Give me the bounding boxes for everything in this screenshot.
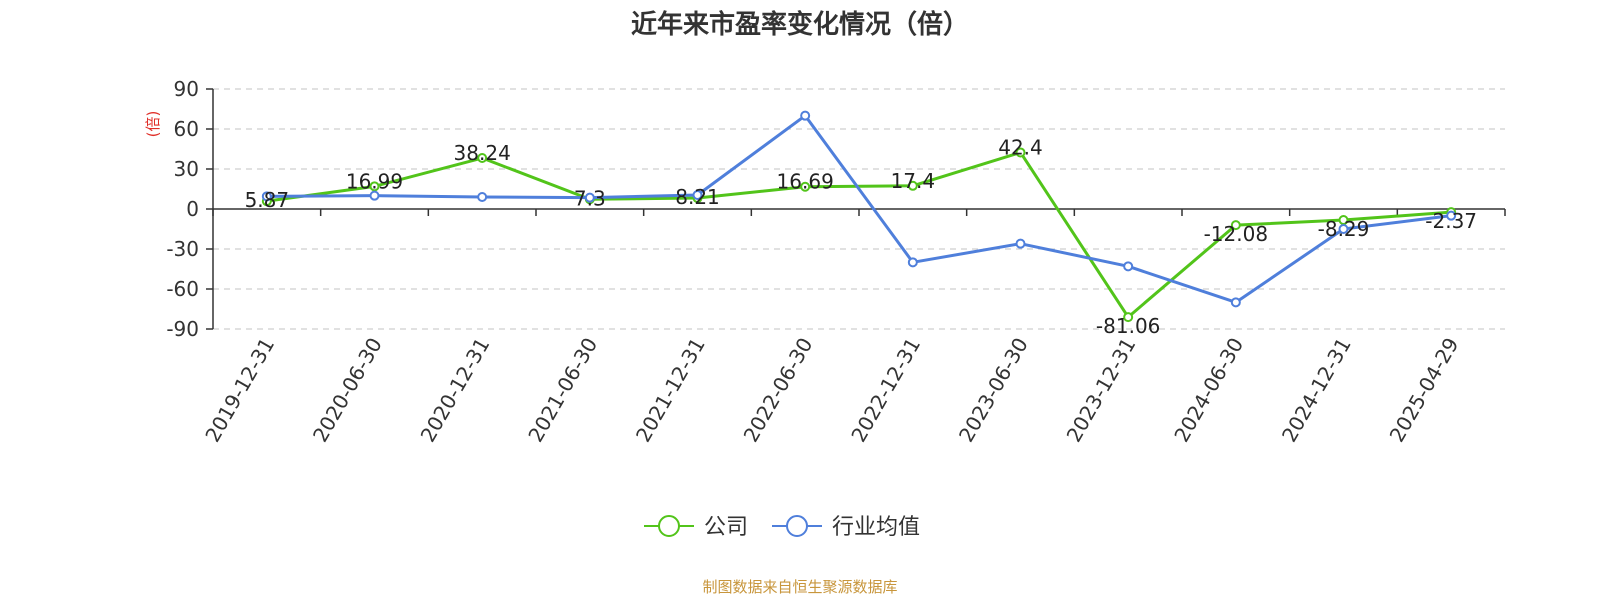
legend-swatch-marker[interactable]	[786, 515, 808, 537]
data-point[interactable]	[907, 257, 918, 268]
data-label: 42.4	[998, 135, 1043, 159]
y-tick-label: 0	[186, 197, 199, 221]
legend-label[interactable]: 公司	[704, 515, 748, 540]
data-point[interactable]	[1446, 210, 1457, 221]
series-line-1	[266, 114, 1452, 304]
x-tick-label: 2020-06-30	[308, 334, 387, 447]
data-label: -81.06	[1096, 314, 1160, 338]
x-tick-label: 2021-06-30	[523, 334, 602, 447]
x-tick-label: 2022-12-31	[846, 333, 925, 446]
data-point[interactable]	[369, 190, 380, 201]
data-point[interactable]	[1230, 297, 1241, 308]
data-label: -2.37	[1425, 209, 1477, 233]
data-point[interactable]	[369, 181, 380, 192]
y-tick-label: 90	[174, 77, 199, 101]
data-label: 17.4	[891, 169, 936, 193]
y-tick-label: 30	[174, 157, 199, 181]
data-label: -12.08	[1204, 222, 1268, 246]
data-label: 16.99	[346, 169, 403, 193]
x-tick-label: 2025-04-29	[1385, 334, 1464, 447]
data-label: 5.87	[245, 188, 290, 212]
data-point[interactable]	[800, 181, 811, 192]
x-tick-label: 2019-12-31	[200, 334, 279, 447]
series-line-0	[266, 150, 1452, 319]
data-point[interactable]	[1015, 238, 1026, 249]
data-label: 8.21	[675, 185, 720, 209]
data-point[interactable]	[800, 110, 811, 121]
x-tick-label: 2023-06-30	[954, 334, 1033, 447]
data-point[interactable]	[1230, 220, 1241, 231]
y-tick-label: -30	[166, 237, 199, 261]
data-point[interactable]	[477, 153, 488, 164]
x-tick-label: 2020-12-31	[416, 333, 495, 446]
legend-label[interactable]: 行业均值	[832, 515, 920, 540]
data-label: 38.24	[454, 141, 511, 165]
y-tick-label: 60	[174, 117, 199, 141]
chart-title: 近年来市盈率变化情况（倍）	[631, 9, 969, 40]
data-label: -8.29	[1318, 217, 1370, 241]
data-point[interactable]	[261, 191, 272, 202]
data-point[interactable]	[1123, 261, 1134, 272]
x-tick-label: 2024-06-30	[1169, 334, 1248, 447]
x-tick-label: 2023-12-31	[1062, 334, 1141, 447]
legend-swatch-marker[interactable]	[658, 515, 680, 537]
y-tick-label: -90	[166, 317, 199, 341]
data-label: 16.69	[777, 170, 834, 194]
legend[interactable]: 公司 行业均值	[644, 515, 920, 540]
data-label: 7.3	[574, 186, 606, 210]
data-point[interactable]	[1123, 312, 1134, 323]
y-axis-label: (倍)	[144, 111, 162, 138]
x-tick-label: 2024-12-31	[1277, 334, 1356, 447]
data-point[interactable]	[477, 192, 488, 202]
x-tick-label: 2021-12-31	[631, 334, 710, 447]
data-point[interactable]	[584, 192, 595, 203]
data-point[interactable]	[1338, 224, 1349, 234]
data-point[interactable]	[1015, 147, 1026, 158]
series-lines	[261, 110, 1457, 323]
data-source-note: 制图数据来自恒生聚源数据库	[702, 578, 897, 596]
y-tick-label: -60	[166, 277, 199, 301]
x-tick-label: 2022-06-30	[739, 334, 818, 447]
data-point[interactable]	[692, 190, 703, 200]
data-labels: 5.87 16.99 38.24 7.3 8.21 16.69 17.4 42.4 -81.06…	[245, 135, 1477, 338]
data-point[interactable]	[907, 180, 918, 191]
